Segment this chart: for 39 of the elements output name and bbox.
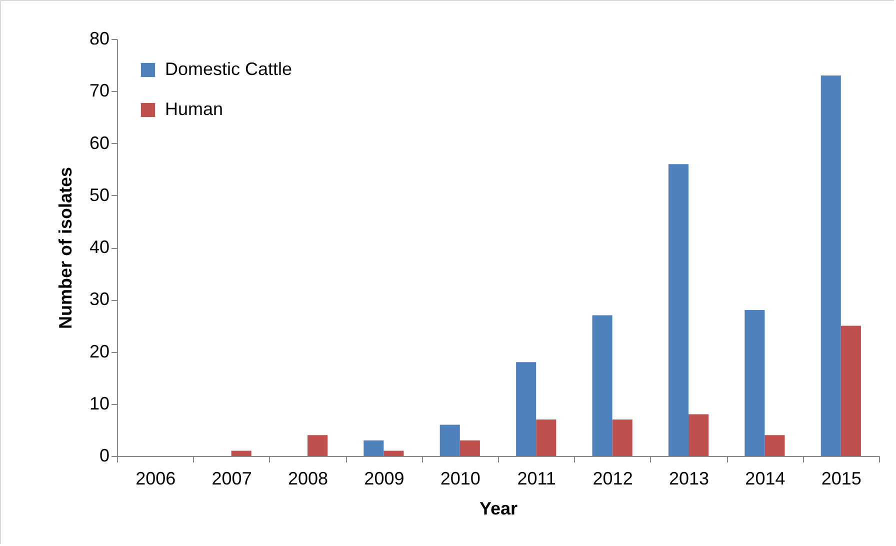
y-tick-label: 30 <box>89 289 110 310</box>
x-tick-label: 2008 <box>288 468 328 488</box>
y-axis-title: Number of isolates <box>55 166 76 330</box>
y-tick-label: 50 <box>89 184 110 205</box>
y-tick-label: 80 <box>89 28 110 48</box>
x-tick-label: 2010 <box>440 468 480 488</box>
bar <box>384 450 404 456</box>
bar <box>668 164 688 456</box>
bar <box>820 75 841 456</box>
x-tick-label: 2011 <box>517 468 556 488</box>
bar <box>460 440 480 456</box>
x-tick-label: 2013 <box>668 468 710 488</box>
x-tick-label: 2006 <box>136 468 176 488</box>
bar <box>688 414 709 456</box>
y-tick-label: 40 <box>89 237 110 257</box>
bar <box>364 440 384 456</box>
bar <box>612 420 632 456</box>
bar <box>744 310 765 456</box>
bar <box>440 424 460 456</box>
x-tick-label: 2015 <box>821 468 862 488</box>
y-tick-label: 20 <box>89 341 110 362</box>
y-tick-label: 70 <box>89 80 110 101</box>
x-tick-label: 2012 <box>592 468 633 488</box>
x-axis-title: Year <box>479 498 518 518</box>
bar <box>764 435 785 456</box>
bar <box>308 435 328 456</box>
bar <box>231 450 252 456</box>
y-tick-label: 10 <box>89 393 110 414</box>
x-tick-label: 2009 <box>364 468 404 488</box>
x-tick-label: 2007 <box>212 468 252 488</box>
x-tick-label: 2014 <box>745 468 786 488</box>
legend-label: Domestic Cattle <box>165 59 292 79</box>
y-tick-label: 0 <box>99 446 110 466</box>
bar <box>536 420 556 456</box>
y-tick-label: 60 <box>89 132 110 153</box>
bar <box>592 315 612 456</box>
bar <box>516 362 536 456</box>
legend-label: Human <box>165 99 224 119</box>
bar <box>840 326 861 456</box>
